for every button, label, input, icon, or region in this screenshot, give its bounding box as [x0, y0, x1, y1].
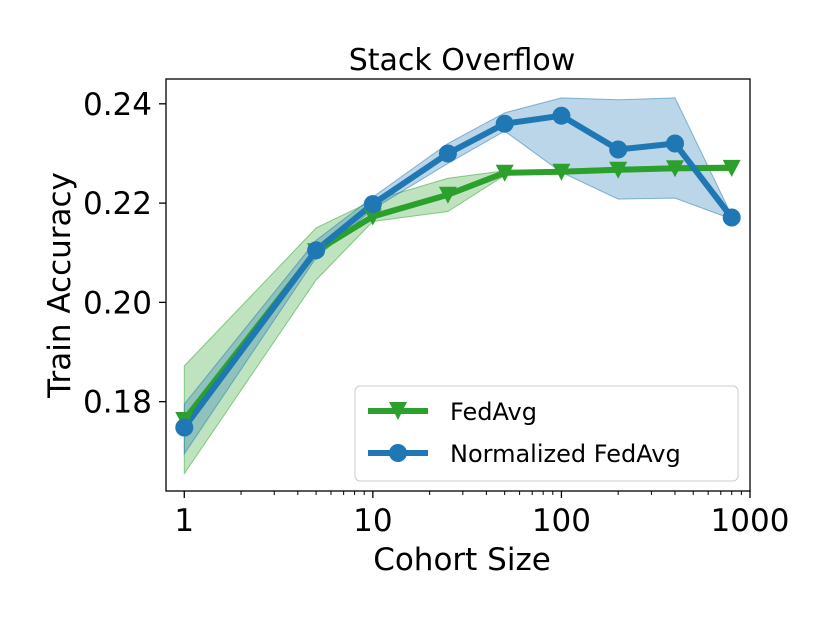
y-ticks: 0.18 0.20 0.22 0.24: [83, 87, 166, 421]
x-axis-label: Cohort Size: [373, 542, 551, 578]
x-tick-label-1000: 1000: [711, 503, 790, 539]
point-fedavg-100: [552, 163, 571, 181]
x-tick-label-100: 100: [532, 503, 591, 539]
legend-entry-normalized-fedavg: Normalized FedAvg: [368, 440, 681, 468]
x-ticks: 1 10 100 1000: [174, 491, 789, 539]
point-normalized-fedavg-25: [438, 144, 457, 163]
point-normalized-fedavg-200: [609, 140, 628, 159]
point-normalized-fedavg-50: [495, 114, 514, 133]
y-tick-label-0.22: 0.22: [83, 186, 152, 222]
point-fedavg-25: [438, 186, 457, 204]
point-fedavg-10: [363, 208, 382, 226]
point-fedavg-400: [666, 160, 684, 178]
legend-fedavg-marker: [389, 402, 407, 420]
point-normalized-fedavg-800: [722, 208, 741, 227]
x-tick-label-10: 10: [353, 503, 392, 539]
x-tick-label-1: 1: [174, 503, 194, 539]
y-axis-label: Train Accuracy: [42, 172, 78, 399]
legend-fedavg-label: FedAvg: [450, 398, 537, 426]
legend-normalized-fedavg-marker: [389, 444, 407, 462]
point-fedavg-800: [722, 159, 741, 177]
point-normalized-fedavg-400: [666, 134, 684, 153]
y-tick-label-0.24: 0.24: [83, 87, 152, 123]
legend-box: [354, 385, 739, 482]
point-normalized-fedavg-1: [175, 418, 194, 437]
legend: FedAvg Normalized FedAvg: [354, 385, 739, 482]
legend-entry-fedavg: FedAvg: [368, 398, 537, 426]
legend-normalized-fedavg-label: Normalized FedAvg: [450, 440, 681, 468]
point-normalized-fedavg-5: [307, 241, 326, 260]
point-normalized-fedavg-10: [363, 195, 382, 214]
y-tick-label-0.18: 0.18: [83, 385, 152, 421]
chart-title: Stack Overflow: [349, 43, 576, 78]
point-fedavg-50: [495, 164, 514, 182]
plot-frame: [165, 78, 751, 492]
y-tick-label-0.2: 0.20: [83, 285, 152, 321]
point-fedavg-200: [609, 161, 628, 179]
point-normalized-fedavg-100: [552, 106, 571, 125]
markers-layer: [175, 106, 741, 437]
